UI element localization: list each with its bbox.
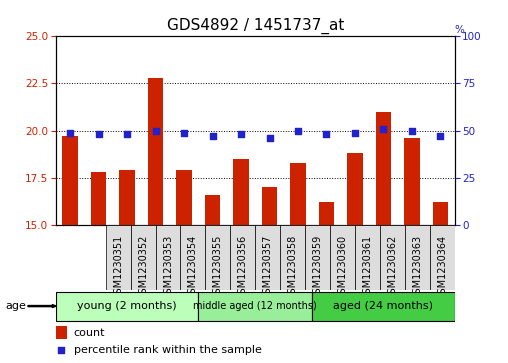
Point <box>151 128 160 134</box>
Point <box>436 134 444 139</box>
Point <box>408 128 416 134</box>
Bar <box>312 292 455 322</box>
Point <box>57 347 66 353</box>
Text: young (2 months): young (2 months) <box>77 301 177 311</box>
Point <box>180 130 188 135</box>
Text: GSM1230358: GSM1230358 <box>288 235 298 300</box>
Bar <box>404 138 420 225</box>
Point <box>351 130 359 135</box>
Bar <box>56 326 67 339</box>
Bar <box>375 112 391 225</box>
Text: GSM1230363: GSM1230363 <box>412 235 422 300</box>
Point <box>294 128 302 134</box>
Text: GSM1230359: GSM1230359 <box>312 235 323 300</box>
Bar <box>233 159 249 225</box>
Bar <box>355 225 380 290</box>
Bar <box>176 170 192 225</box>
Bar <box>198 292 312 322</box>
Bar <box>91 172 107 225</box>
Bar <box>155 225 180 290</box>
Bar <box>405 225 430 290</box>
Bar <box>230 225 256 290</box>
Bar <box>280 225 305 290</box>
Text: GSM1230355: GSM1230355 <box>213 235 223 300</box>
Bar <box>180 225 205 290</box>
Point <box>237 131 245 137</box>
Point <box>94 131 103 137</box>
Point <box>379 126 388 132</box>
Text: age: age <box>5 301 26 311</box>
Text: GSM1230360: GSM1230360 <box>337 235 347 300</box>
Text: middle aged (12 months): middle aged (12 months) <box>194 301 317 311</box>
Text: %: % <box>455 25 464 35</box>
Bar <box>56 292 198 322</box>
Bar <box>380 225 405 290</box>
Text: percentile rank within the sample: percentile rank within the sample <box>74 345 262 355</box>
Bar <box>148 78 164 225</box>
Point <box>208 134 216 139</box>
Bar <box>131 225 155 290</box>
Bar <box>119 170 135 225</box>
Text: GSM1230361: GSM1230361 <box>362 235 372 300</box>
Bar <box>256 225 280 290</box>
Text: GSM1230351: GSM1230351 <box>113 235 123 300</box>
Bar <box>205 225 230 290</box>
Text: count: count <box>74 327 105 338</box>
Text: GSM1230364: GSM1230364 <box>437 235 447 300</box>
Bar <box>290 163 306 225</box>
Text: aged (24 months): aged (24 months) <box>333 301 433 311</box>
Bar <box>319 203 334 225</box>
Bar <box>262 187 277 225</box>
Bar <box>430 225 455 290</box>
Text: GSM1230352: GSM1230352 <box>138 235 148 300</box>
Point <box>323 131 331 137</box>
Text: GSM1230362: GSM1230362 <box>388 235 397 300</box>
Bar <box>205 195 220 225</box>
Text: GSM1230353: GSM1230353 <box>163 235 173 300</box>
Point <box>123 131 131 137</box>
Text: GSM1230354: GSM1230354 <box>188 235 198 300</box>
Text: GSM1230357: GSM1230357 <box>263 235 273 300</box>
Text: GSM1230356: GSM1230356 <box>238 235 248 300</box>
Bar <box>62 136 78 225</box>
Point <box>66 130 74 135</box>
Bar <box>330 225 355 290</box>
Bar <box>347 153 363 225</box>
Bar <box>305 225 330 290</box>
Title: GDS4892 / 1451737_at: GDS4892 / 1451737_at <box>167 17 344 33</box>
Point <box>266 135 274 141</box>
Bar <box>433 203 448 225</box>
Bar <box>106 225 131 290</box>
